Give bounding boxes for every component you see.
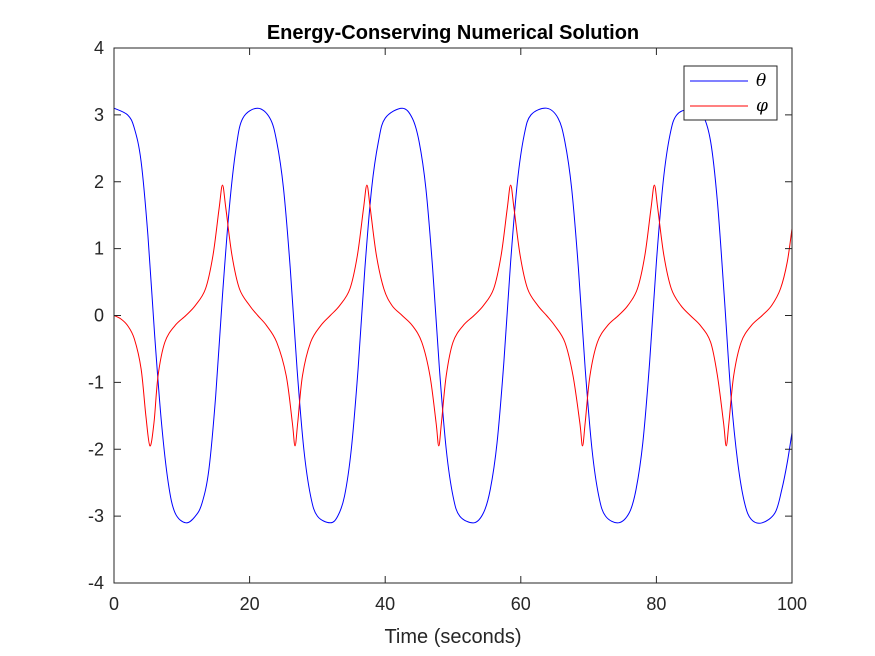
legend-box	[683, 65, 778, 121]
y-tick-label: 3	[94, 105, 104, 125]
y-tick-label: -1	[88, 372, 104, 392]
series-group	[114, 107, 792, 524]
legend-label-theta: θ	[756, 71, 766, 91]
legend[interactable]: θφ	[683, 65, 778, 121]
series-line-theta	[114, 107, 792, 524]
x-tick-label: 80	[646, 594, 666, 614]
y-tick-label: 2	[94, 172, 104, 192]
y-tick-label: 0	[94, 306, 104, 326]
x-tick-label: 100	[777, 594, 807, 614]
chart-title: Energy-Conserving Numerical Solution	[267, 22, 639, 44]
legend-label-phi: φ	[756, 96, 768, 116]
y-tick-label: -3	[88, 506, 104, 526]
y-tick-label: -4	[88, 573, 104, 593]
ticks-group: 0 20 40 60 80 100 -4 -3 -2 -1 0 1 2 3 4	[88, 38, 807, 614]
series-line-phi	[114, 184, 792, 447]
x-axis-title: Time (seconds)	[384, 626, 521, 648]
y-tick-label: 1	[94, 239, 104, 259]
x-tick-label: 20	[240, 594, 260, 614]
y-tick-label: -2	[88, 439, 104, 459]
x-tick-label: 60	[511, 594, 531, 614]
y-tick-label: 4	[94, 38, 104, 58]
x-tick-label: 0	[109, 594, 119, 614]
x-tick-label: 40	[375, 594, 395, 614]
